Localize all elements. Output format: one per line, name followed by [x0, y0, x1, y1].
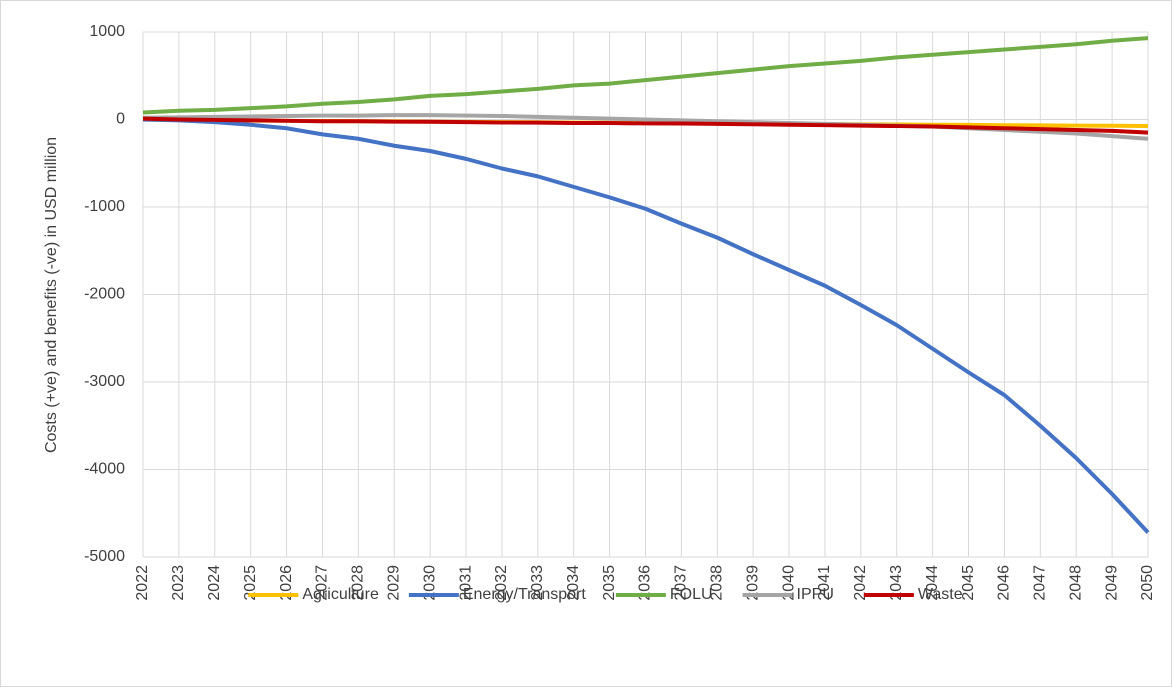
y-tick-label: 1000 [89, 23, 125, 40]
x-tick-label: 2043 [888, 565, 905, 601]
y-tick-label: -3000 [84, 373, 125, 390]
x-tick-label: 2028 [350, 565, 367, 601]
x-tick-label: 2050 [1139, 565, 1156, 601]
x-tick-label: 2032 [493, 565, 510, 601]
x-tick-label: 2031 [457, 565, 474, 601]
legend-label: Energy/Transport [463, 586, 587, 603]
x-tick-label: 2036 [637, 565, 654, 601]
legend-label: Agriculture [302, 586, 379, 603]
legend-label: IPPU [797, 586, 834, 603]
x-tick-label: 2024 [206, 565, 223, 601]
x-tick-label: 2025 [242, 565, 259, 601]
y-axis-label: Costs (+ve) and benefits (-ve) in USD mi… [43, 137, 60, 453]
x-tick-label: 2047 [1032, 565, 1049, 601]
x-tick-label: 2044 [924, 565, 941, 601]
x-tick-label: 2026 [278, 565, 295, 601]
x-tick-label: 2034 [565, 565, 582, 601]
y-tick-label: -5000 [84, 548, 125, 565]
x-tick-label: 2023 [170, 565, 187, 601]
x-tick-label: 2022 [134, 565, 151, 601]
series-line [142, 36, 1149, 115]
x-tick-label: 2035 [601, 565, 618, 601]
x-tick-label: 2041 [816, 565, 833, 601]
x-tick-label: 2046 [996, 565, 1013, 601]
x-tick-label: 2039 [744, 565, 761, 601]
series-line [142, 117, 1150, 534]
y-tick-label: -1000 [84, 198, 125, 215]
x-tick-label: 2033 [529, 565, 546, 601]
x-tick-label: 2027 [314, 565, 331, 601]
legend-label: Waste [918, 586, 963, 603]
y-tick-label: -4000 [84, 461, 125, 478]
legend-label: FOLU [670, 586, 713, 603]
x-tick-label: 2040 [780, 565, 797, 601]
x-tick-label: 2042 [852, 565, 869, 601]
y-tick-label: 0 [116, 111, 125, 128]
x-tick-label: 2048 [1067, 565, 1084, 601]
x-tick-label: 2038 [709, 565, 726, 601]
y-tick-label: -2000 [84, 286, 125, 303]
x-tick-label: 2037 [673, 565, 690, 601]
x-tick-label: 2049 [1103, 565, 1120, 601]
series-line [142, 116, 1149, 135]
x-tick-label: 2030 [421, 565, 438, 601]
x-tick-label: 2045 [960, 565, 977, 601]
x-tick-label: 2029 [385, 565, 402, 601]
